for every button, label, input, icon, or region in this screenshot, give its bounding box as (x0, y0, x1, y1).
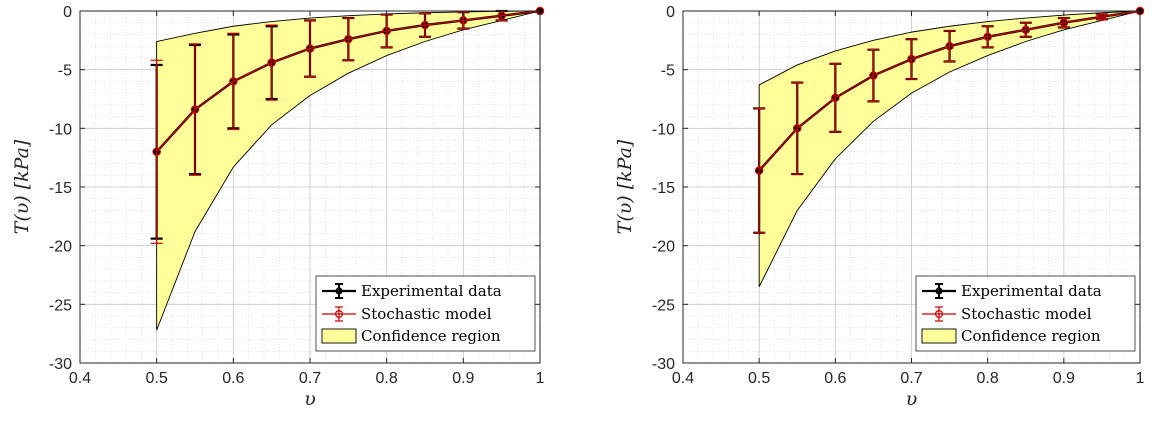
legend-confidence-swatch (321, 328, 357, 344)
y-tick-label: -20 (49, 239, 72, 256)
legend-label-experimental: Experimental data (961, 282, 1102, 300)
legend-label-confidence: Confidence region (361, 327, 501, 345)
stochastic-model-point (420, 20, 430, 30)
chart-panel-left: 0.4 0.5 0.6 0.7 0.8 0.9 1 0 -5 -10 -15 -20 -25 -30 υ T(… (11, 4, 545, 410)
stochastic-model-point (305, 44, 315, 53)
stochastic-model-point (1097, 12, 1107, 22)
x-tick-label: 0.8 (977, 370, 999, 387)
stochastic-model-point (190, 105, 200, 114)
stochastic-model-point (382, 26, 391, 36)
legend-label-confidence: Confidence region (961, 327, 1101, 345)
y-tick-label: -10 (49, 121, 72, 138)
confidence-region (758, 10, 1141, 287)
legend-model-marker (335, 310, 344, 319)
stochastic-model-point (459, 16, 468, 25)
stochastic-model-point (945, 42, 954, 51)
x-tick-label: 0.8 (376, 370, 398, 387)
stochastic-model-point (754, 166, 764, 175)
legend-label-model: Stochastic model (361, 305, 492, 323)
y-tick-label: -30 (49, 356, 72, 373)
y-tick-label: -25 (652, 297, 675, 314)
y-tick-label: -15 (652, 180, 675, 197)
legend-label-model: Stochastic model (961, 305, 1092, 323)
y-tick-label: 0 (63, 4, 72, 21)
x-tick-label: 0.4 (672, 370, 694, 387)
legend-model-marker (934, 310, 943, 319)
y-axis-label: T(υ) [kPa] (614, 139, 636, 234)
legend-label-experimental: Experimental data (361, 282, 502, 300)
stochastic-model-point (152, 147, 161, 156)
y-tick-label: -5 (58, 63, 72, 80)
legend-experimental-marker (935, 287, 943, 295)
x-tick-label: 0.7 (299, 370, 321, 387)
y-tick-label: -15 (49, 180, 72, 197)
x-tick-label: 0.4 (69, 370, 91, 387)
stochastic-model-point (1021, 25, 1030, 34)
y-axis-label: T(υ) [kPa] (11, 139, 33, 234)
stochastic-model-line (758, 10, 1141, 171)
x-tick-label: 1 (1136, 370, 1145, 387)
x-tick-label: 1 (536, 370, 545, 387)
x-tick-label: 0.6 (222, 370, 244, 387)
stochastic-model-point (831, 93, 840, 103)
y-tick-label: -30 (652, 356, 675, 373)
stochastic-model-point (869, 71, 878, 80)
legend-experimental-marker (335, 287, 343, 295)
stochastic-model-point (1059, 18, 1069, 27)
legend-confidence-swatch (921, 328, 957, 344)
x-tick-label: 0.5 (748, 370, 770, 387)
stochastic-model-point (983, 32, 992, 42)
y-tick-label: -5 (661, 63, 675, 80)
stochastic-model-point (267, 58, 276, 67)
stochastic-model-point (344, 34, 353, 44)
y-tick-label: 0 (666, 4, 675, 21)
stochastic-model-point (497, 11, 506, 20)
x-tick-label: 0.9 (1053, 370, 1075, 387)
stochastic-model-point (907, 54, 916, 64)
x-axis-label: υ (304, 388, 316, 410)
y-tick-label: -20 (652, 239, 675, 256)
x-axis-label: υ (906, 388, 918, 410)
stochastic-model-point (793, 124, 802, 133)
x-tick-label: 0.5 (146, 370, 168, 387)
x-tick-label: 0.7 (900, 370, 922, 387)
chart-panel-right: 0.4 0.5 0.6 0.7 0.8 0.9 1 0 -5 -10 -15 -20 -25 -30 υ T(… (614, 4, 1145, 410)
y-tick-label: -10 (652, 121, 675, 138)
stochastic-model-point (229, 77, 238, 86)
x-tick-label: 0.9 (452, 370, 474, 387)
y-tick-label: -25 (49, 297, 72, 314)
stochastic-model-line (156, 10, 541, 153)
x-tick-label: 0.6 (824, 370, 846, 387)
confidence-region (156, 10, 541, 331)
